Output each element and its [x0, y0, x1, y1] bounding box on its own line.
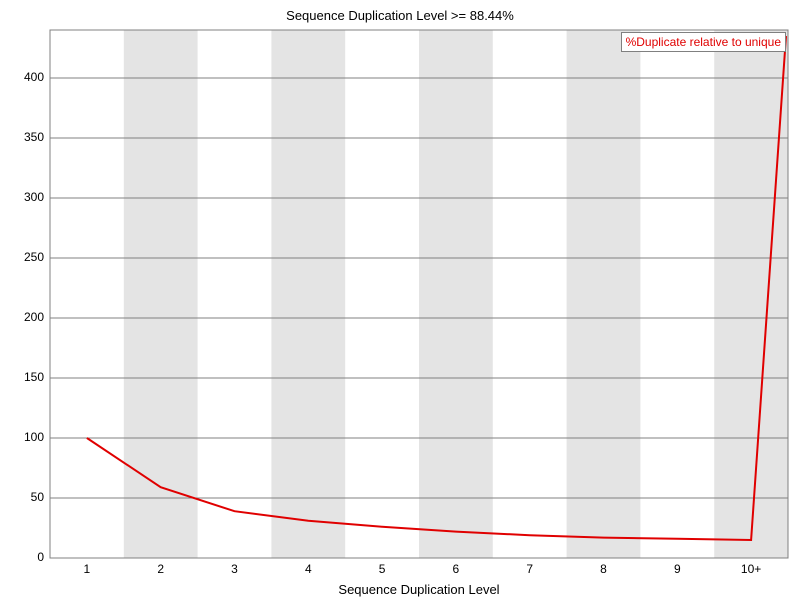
y-tick-label: 200 — [24, 310, 44, 324]
y-tick-label: 50 — [31, 490, 44, 504]
x-axis-label: Sequence Duplication Level — [50, 582, 788, 597]
x-tick-label: 6 — [436, 562, 476, 576]
legend: %Duplicate relative to unique — [621, 32, 786, 52]
legend-series-label: %Duplicate relative to unique — [626, 35, 781, 49]
chart-plot — [0, 0, 800, 600]
x-tick-label: 2 — [141, 562, 181, 576]
x-tick-label: 10+ — [731, 562, 771, 576]
x-tick-label: 5 — [362, 562, 402, 576]
x-tick-label: 7 — [510, 562, 550, 576]
sequence-duplication-chart: Sequence Duplication Level >= 88.44% Seq… — [0, 0, 800, 600]
x-tick-label: 9 — [657, 562, 697, 576]
x-tick-label: 3 — [215, 562, 255, 576]
x-tick-label: 1 — [67, 562, 107, 576]
x-tick-label: 8 — [584, 562, 624, 576]
y-tick-label: 350 — [24, 130, 44, 144]
y-tick-label: 250 — [24, 250, 44, 264]
x-tick-label: 4 — [288, 562, 328, 576]
y-tick-label: 150 — [24, 370, 44, 384]
y-tick-label: 300 — [24, 190, 44, 204]
y-tick-label: 100 — [24, 430, 44, 444]
y-tick-label: 400 — [24, 70, 44, 84]
y-tick-label: 0 — [37, 550, 44, 564]
